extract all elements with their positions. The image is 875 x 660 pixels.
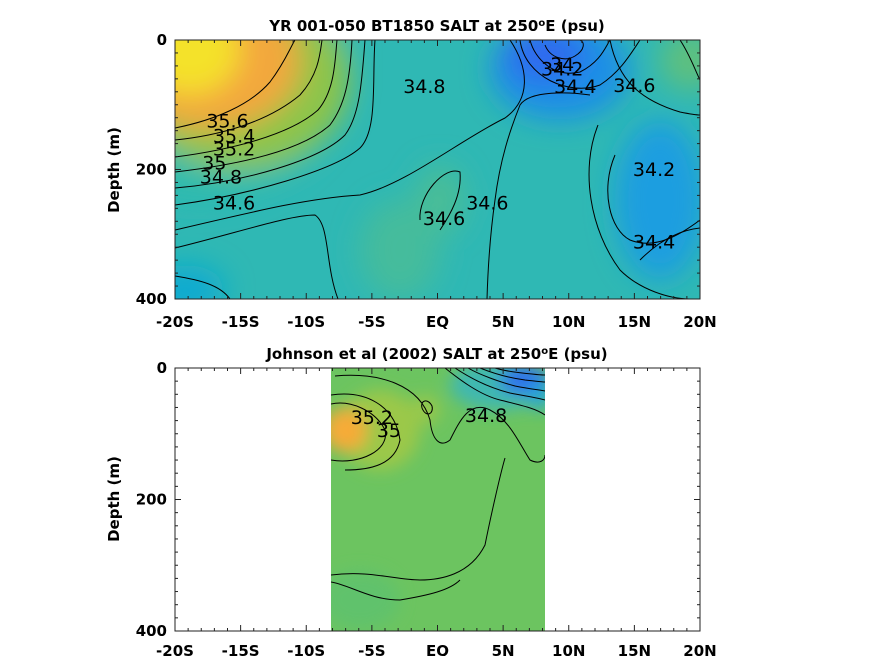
- y-tick-label: 400: [136, 622, 167, 640]
- y-tick-label: 0: [157, 31, 167, 49]
- contour-label: 34.8: [403, 76, 445, 98]
- contour-label: 34.6: [423, 208, 465, 230]
- contour-line: [334, 374, 545, 463]
- panel-1-title: YR 001-050 BT1850 SALT at 250oE (psu): [268, 17, 605, 35]
- contour-label: 35.4: [213, 125, 255, 147]
- contour-line: [529, 40, 611, 74]
- x-tick-label: 20N: [683, 313, 716, 331]
- panel-1-contour-labels: 35.635.435.23534.834.634.834.634.63434.2…: [200, 54, 675, 253]
- contour-line: [467, 368, 545, 392]
- contour-line: [331, 393, 401, 471]
- panel-1-ticks: -20S -15S -10S -5S EQ 5N 10N 15N 20N 0 200 400: [136, 31, 717, 331]
- contour-line: [175, 40, 376, 206]
- contour-label: 34.6: [613, 75, 655, 97]
- contour-line: [679, 40, 700, 81]
- panel-2-y-axis-label: Depth (m): [105, 456, 123, 542]
- contour-line: [175, 40, 525, 231]
- contour-line: [519, 40, 641, 89]
- contour-line: [421, 400, 433, 415]
- contour-line: [494, 368, 545, 376]
- contour-label: 34.2: [541, 59, 583, 81]
- contour-line: [588, 124, 691, 299]
- contour-label: 35.2: [351, 407, 393, 429]
- y-tick-label: 200: [136, 491, 167, 509]
- x-tick-label: 15N: [618, 313, 651, 331]
- contour-label: 34.2: [633, 159, 675, 181]
- contour-line: [444, 368, 545, 416]
- contour-label: 34: [550, 54, 574, 76]
- x-tick-label: -20S: [156, 642, 194, 656]
- contour-line: [175, 40, 323, 141]
- contour-line: [175, 40, 296, 129]
- contour-label: 34.6: [466, 193, 508, 215]
- contour-label: 34.8: [200, 167, 242, 189]
- contour-line: [175, 275, 231, 299]
- panel-2-contour-labels: 35.235 34.8: [351, 405, 508, 442]
- contour-label: 35: [202, 153, 226, 175]
- x-tick-label: -5S: [358, 642, 385, 656]
- contour-label: 34.4: [633, 231, 675, 253]
- x-tick-label: -10S: [287, 642, 325, 656]
- x-tick-label: 15N: [618, 642, 651, 656]
- y-tick-label: 0: [157, 359, 167, 377]
- panel-1-y-axis-label: Depth (m): [105, 127, 123, 213]
- contour-line: [609, 40, 700, 116]
- x-tick-label: EQ: [426, 313, 449, 331]
- contour-line: [175, 214, 339, 299]
- x-tick-label: -15S: [222, 313, 260, 331]
- panel-observed-salinity: Johnson et al (2002) SALT at 250oE (psu): [105, 345, 717, 660]
- contour-line: [544, 40, 584, 60]
- contour-line: [175, 40, 353, 173]
- contour-label: 34.6: [213, 193, 255, 215]
- contour-line: [175, 40, 366, 189]
- contour-line: [331, 402, 386, 462]
- panel-2-field: [331, 368, 545, 631]
- contour-line: [175, 40, 338, 158]
- contour-label: 35: [377, 420, 401, 442]
- x-tick-label: EQ: [426, 642, 449, 656]
- contour-line: [486, 92, 591, 299]
- x-tick-label: 10N: [552, 313, 585, 331]
- x-tick-label: 5N: [492, 642, 515, 656]
- x-tick-label: -10S: [287, 313, 325, 331]
- x-tick-label: -20S: [156, 313, 194, 331]
- x-tick-label: -5S: [358, 313, 385, 331]
- contour-label: 34.4: [554, 76, 596, 98]
- contour-label: 34.8: [465, 405, 507, 427]
- y-tick-label: 400: [136, 290, 167, 308]
- contour-line: [331, 579, 461, 601]
- contour-line: [454, 368, 545, 401]
- x-tick-label: -15S: [222, 642, 260, 656]
- panel-2-title: Johnson et al (2002) SALT at 250oE (psu): [265, 345, 607, 363]
- panel-model-salinity: YR 001-050 BT1850 SALT at 250oE (psu): [105, 17, 717, 331]
- contour-label: 35.2: [213, 138, 255, 160]
- y-tick-label: 200: [136, 161, 167, 179]
- contour-label: 35.6: [206, 110, 248, 132]
- contour-line: [331, 457, 506, 581]
- contour-line: [639, 227, 700, 261]
- x-tick-label: 20N: [683, 642, 716, 656]
- contour-line: [479, 368, 545, 383]
- contour-line: [419, 170, 461, 231]
- x-tick-label: 10N: [552, 642, 585, 656]
- panel-1-field: [175, 40, 700, 299]
- x-tick-label: 5N: [492, 313, 515, 331]
